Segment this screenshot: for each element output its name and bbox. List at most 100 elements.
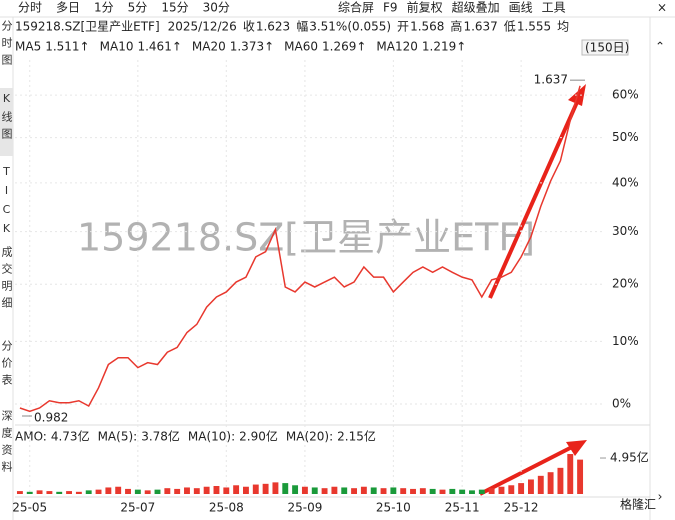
volume-bar — [292, 485, 299, 494]
volume-bar — [233, 485, 240, 494]
date: 2025/12/26 — [168, 20, 237, 34]
volume-bar — [390, 487, 397, 494]
volume-bar — [105, 487, 112, 494]
volume-bar — [26, 491, 33, 494]
amo-value: 3.78亿 — [141, 429, 180, 444]
ma-name: MA10 — [100, 40, 134, 54]
stock-code: 159218.SZ[卫星产业ETF] — [15, 20, 160, 34]
sidebar-tab[interactable]: 深度资料 — [0, 410, 13, 478]
ma-name: MA20 — [192, 40, 226, 54]
volume-bar — [174, 488, 181, 494]
tool-button[interactable]: F9 — [383, 1, 398, 15]
volume-bar — [46, 491, 53, 494]
volume-bar — [459, 489, 466, 494]
x-tick-label: 25-12 — [504, 501, 539, 515]
field-value: 1.637 — [463, 20, 497, 34]
range-button-box — [581, 39, 629, 56]
volume-bar — [125, 488, 131, 494]
volume-bar — [508, 485, 515, 494]
high-label: 1.637 — [534, 73, 568, 87]
field-value: 1.623 — [256, 20, 290, 34]
ma-value: 1.269↑ — [322, 40, 366, 54]
arrow-head — [566, 440, 587, 456]
volume-bar — [419, 488, 426, 494]
y-tick-label: 40% — [612, 175, 639, 189]
y-tick-label: 60% — [612, 88, 639, 102]
amo-name: AMO: — [15, 430, 47, 444]
ma-value: 1.461↑ — [137, 40, 181, 54]
volume-bar — [75, 491, 82, 494]
volume-bar — [439, 489, 446, 494]
sidebar-tab[interactable]: K线图 — [0, 92, 13, 145]
volume-bar — [36, 490, 43, 494]
tool-button[interactable]: 前复权 — [407, 0, 443, 15]
x-tick-label: 25-07 — [120, 501, 155, 515]
volume-bar — [577, 459, 584, 494]
ma-name: MA5 — [15, 40, 41, 54]
volume-bar — [282, 483, 289, 494]
tool-button[interactable]: 超级叠加 — [452, 0, 500, 15]
ma-name: MA120 — [376, 40, 417, 54]
amo-value: 2.90亿 — [239, 429, 278, 444]
watermark: 159218.SZ[卫星产业ETF] — [77, 216, 535, 260]
field-label: 开 — [397, 20, 409, 34]
volume-bar — [400, 488, 407, 494]
amo-value: 4.73亿 — [51, 429, 90, 444]
volume-bar — [488, 488, 495, 494]
x-tick-label: 25-09 — [287, 501, 322, 515]
amo-name: MA(20): — [286, 430, 333, 444]
volume-bar — [154, 489, 161, 494]
sidebar-tab[interactable]: 分时图 — [0, 20, 13, 71]
volume-arrow — [479, 444, 575, 496]
y-tick-label: 20% — [612, 277, 639, 291]
volume-bar — [193, 488, 200, 494]
range-button[interactable]: (150日) — [585, 41, 629, 55]
period-tab[interactable]: 5分 — [128, 1, 148, 15]
volume-bar — [449, 488, 456, 494]
volume-bar — [478, 489, 485, 494]
field-label: 幅 — [296, 19, 308, 34]
tool-button[interactable]: 画线 — [509, 1, 533, 15]
ma-value: 1.373↑ — [230, 40, 274, 54]
period-tab[interactable]: 30分 — [203, 1, 230, 15]
volume-bar — [518, 483, 525, 494]
volume-bar — [331, 486, 338, 494]
active-tab-bg — [0, 88, 13, 156]
sidebar-tab[interactable]: 成交明细 — [0, 246, 13, 314]
volume-bar — [252, 484, 259, 494]
ma-value: 1.219↑ — [422, 40, 466, 54]
volume-bar — [410, 488, 416, 494]
volume-bar — [498, 486, 505, 494]
next-icon[interactable]: › — [658, 490, 663, 504]
volume-bar — [223, 487, 230, 494]
close-icon[interactable]: × — [657, 1, 667, 15]
y-tick-label: 30% — [612, 224, 639, 238]
volume-bar — [164, 488, 171, 494]
period-tab[interactable]: 分时 — [18, 1, 42, 15]
tool-button[interactable]: 工具 — [542, 1, 566, 15]
ma-name: MA60 — [284, 40, 318, 54]
price-line — [19, 85, 581, 413]
period-tab[interactable]: 15分 — [161, 1, 188, 15]
field-value: 3.51%(0.055) — [309, 20, 391, 34]
sidebar-tab[interactable]: 分价表 — [0, 340, 13, 391]
amo-value: 2.15亿 — [337, 429, 376, 444]
volume-bar — [547, 472, 554, 494]
sidebar-tab[interactable]: TICK — [0, 165, 13, 241]
period-tab[interactable]: 1分 — [94, 1, 114, 15]
field-value: 1.568 — [410, 20, 444, 34]
volume-bar — [469, 490, 475, 494]
volume-bar — [262, 483, 269, 494]
volume-bar — [85, 490, 92, 494]
tool-button[interactable]: 综合屏 — [338, 0, 374, 15]
volume-bar — [115, 486, 122, 494]
period-tab[interactable]: 多日 — [56, 1, 80, 15]
volume-bar — [380, 488, 387, 494]
y-tick-label: 0% — [612, 397, 631, 411]
collapse-icon[interactable]: ⌃ — [655, 40, 665, 54]
volume-bar — [311, 487, 318, 494]
low-label: 0.982 — [34, 410, 68, 424]
volume-bar — [56, 491, 63, 494]
